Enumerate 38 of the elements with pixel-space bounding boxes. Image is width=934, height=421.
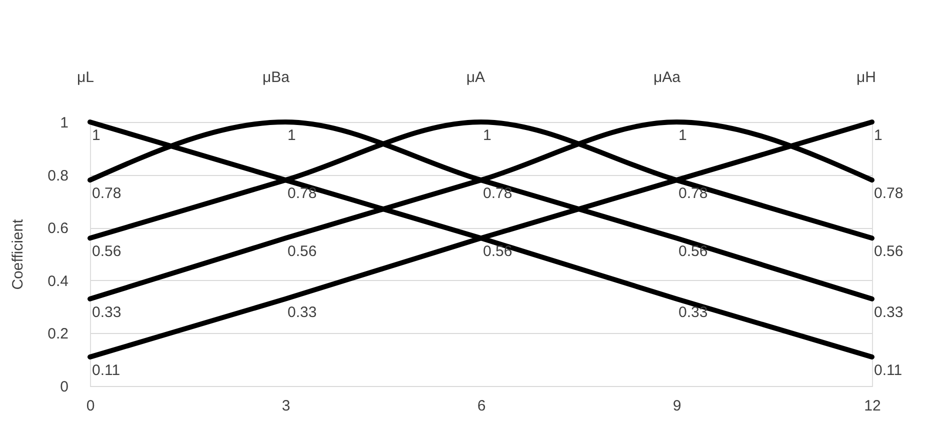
data-label: 0.33 bbox=[288, 304, 317, 321]
x-tick-label: 0 bbox=[86, 398, 95, 414]
y-tick-label: 0.2 bbox=[48, 326, 68, 343]
data-label: 0.78 bbox=[874, 185, 904, 202]
data-label: 0.78 bbox=[92, 185, 122, 202]
x-tick-label: 3 bbox=[282, 398, 290, 414]
y-axis-title: Coefficient bbox=[10, 218, 27, 290]
data-label: 0.56 bbox=[874, 243, 904, 260]
y-tick-label: 0.8 bbox=[48, 167, 68, 184]
data-label: 0.11 bbox=[874, 362, 902, 379]
data-label: 0.33 bbox=[92, 304, 122, 321]
x-tick-label: 9 bbox=[672, 398, 682, 414]
data-label: 0.56 bbox=[92, 243, 122, 260]
y-tick-label: 0 bbox=[60, 378, 68, 396]
text: μH bbox=[856, 69, 876, 86]
data-label: 0.56 bbox=[288, 243, 317, 260]
x-tick-label: 6 bbox=[477, 398, 486, 414]
data-label: 1 bbox=[678, 127, 687, 144]
y-tick-label: 0.4 bbox=[48, 272, 68, 290]
text: μA bbox=[466, 69, 485, 86]
y-tick-label: 0.6 bbox=[48, 220, 68, 238]
data-label: 0.33 bbox=[874, 304, 904, 321]
text: μBa bbox=[262, 69, 290, 86]
data-label: 0.78 bbox=[483, 185, 512, 202]
data-label: 1 bbox=[288, 127, 296, 144]
data-label: 0.78 bbox=[288, 185, 317, 202]
x-tick-label: 12 bbox=[864, 398, 881, 414]
data-label: 0.56 bbox=[678, 243, 708, 260]
data-label: 1 bbox=[483, 127, 492, 144]
data-label: 1 bbox=[874, 127, 882, 144]
text: μL bbox=[77, 69, 94, 86]
data-label: 0.56 bbox=[483, 243, 512, 260]
data-label: 0.33 bbox=[678, 304, 708, 321]
text: μAa bbox=[654, 69, 682, 86]
data-label: 0.78 bbox=[678, 185, 708, 202]
y-tick-label: 1 bbox=[60, 114, 68, 132]
data-label: 1 bbox=[92, 127, 100, 144]
data-label: 0.11 bbox=[92, 362, 120, 379]
